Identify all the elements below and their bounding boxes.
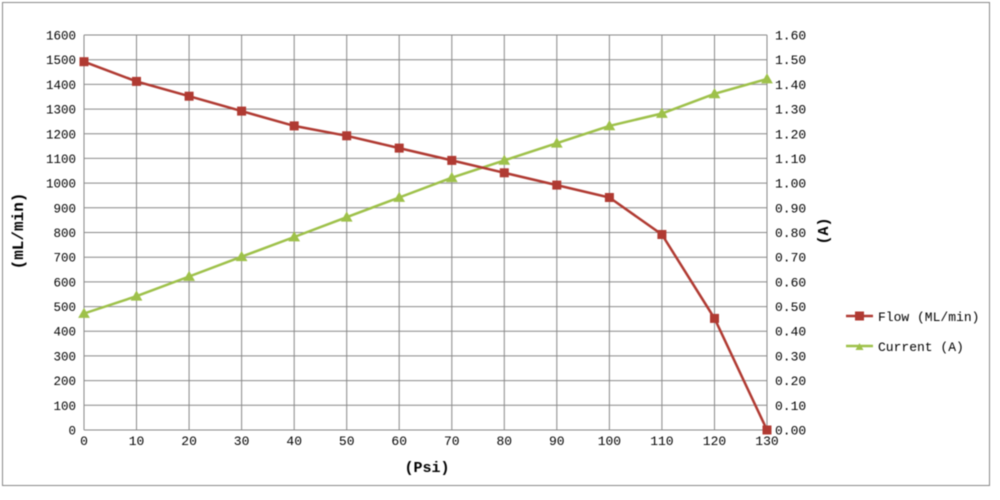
svg-text:0.40: 0.40: [775, 325, 806, 340]
svg-text:70: 70: [444, 434, 460, 449]
svg-text:(mL/min): (mL/min): [10, 193, 28, 270]
svg-text:1.00: 1.00: [775, 177, 806, 192]
svg-text:0: 0: [80, 434, 88, 449]
svg-text:0.50: 0.50: [775, 300, 806, 315]
svg-text:100: 100: [53, 400, 76, 414]
svg-text:700: 700: [53, 252, 76, 266]
svg-text:120: 120: [703, 434, 726, 449]
svg-text:30: 30: [234, 434, 250, 449]
svg-text:0.60: 0.60: [775, 275, 806, 290]
svg-text:10: 10: [129, 434, 145, 449]
svg-text:80: 80: [496, 434, 512, 449]
svg-text:0: 0: [68, 425, 76, 439]
svg-text:600: 600: [53, 276, 76, 290]
svg-text:1.40: 1.40: [775, 78, 806, 93]
svg-text:50: 50: [339, 434, 355, 449]
svg-text:100: 100: [598, 434, 621, 449]
svg-text:(A): (A): [816, 217, 833, 244]
svg-text:1.50: 1.50: [775, 53, 806, 68]
svg-text:200: 200: [53, 375, 76, 389]
svg-text:0.80: 0.80: [775, 226, 806, 241]
svg-text:0.30: 0.30: [775, 349, 806, 364]
svg-text:1300: 1300: [46, 104, 76, 118]
svg-text:1.60: 1.60: [775, 29, 806, 44]
svg-text:1500: 1500: [46, 54, 76, 68]
svg-text:1600: 1600: [46, 30, 76, 44]
svg-text:0.10: 0.10: [775, 399, 806, 414]
svg-text:400: 400: [53, 326, 76, 340]
svg-text:1.10: 1.10: [775, 152, 806, 167]
svg-text:0.70: 0.70: [775, 251, 806, 266]
svg-text:40: 40: [286, 434, 302, 449]
svg-text:0.20: 0.20: [775, 374, 806, 389]
svg-text:1200: 1200: [46, 128, 76, 142]
svg-text:Current (A): Current (A): [878, 340, 964, 355]
svg-text:1400: 1400: [46, 79, 76, 93]
svg-text:60: 60: [391, 434, 407, 449]
svg-text:0.00: 0.00: [775, 424, 806, 439]
svg-text:800: 800: [53, 227, 76, 241]
svg-text:0.90: 0.90: [775, 201, 806, 216]
svg-text:900: 900: [53, 202, 76, 216]
svg-text:300: 300: [53, 350, 76, 364]
svg-text:130: 130: [755, 434, 778, 449]
svg-text:(Psi): (Psi): [404, 460, 449, 477]
svg-text:90: 90: [549, 434, 565, 449]
svg-text:20: 20: [181, 434, 197, 449]
svg-text:110: 110: [650, 434, 673, 449]
svg-text:1.20: 1.20: [775, 127, 806, 142]
svg-text:1000: 1000: [46, 178, 76, 192]
svg-text:1.30: 1.30: [775, 103, 806, 118]
svg-text:Flow (ML/min): Flow (ML/min): [878, 310, 979, 325]
svg-text:1100: 1100: [46, 153, 76, 167]
svg-text:500: 500: [53, 301, 76, 315]
